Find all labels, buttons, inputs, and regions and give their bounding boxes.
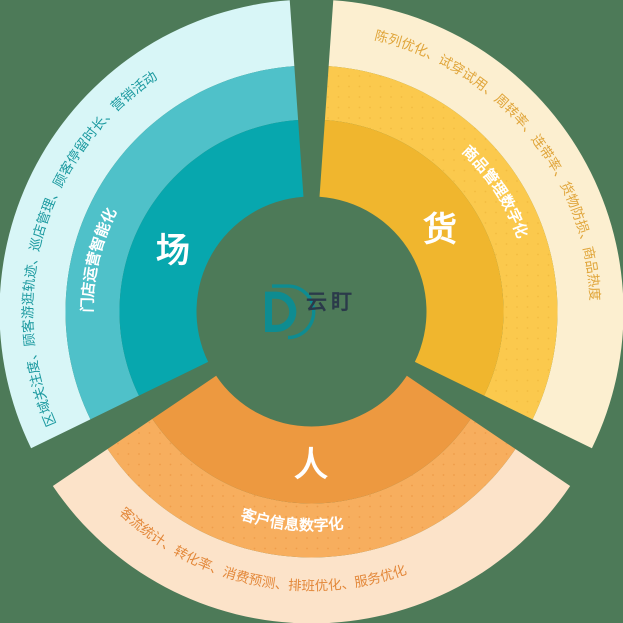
svg-text:云盯: 云盯 [306,291,356,314]
svg-text:人: 人 [294,446,328,484]
svg-text:场: 场 [156,232,190,270]
svg-text:货: 货 [423,211,457,249]
